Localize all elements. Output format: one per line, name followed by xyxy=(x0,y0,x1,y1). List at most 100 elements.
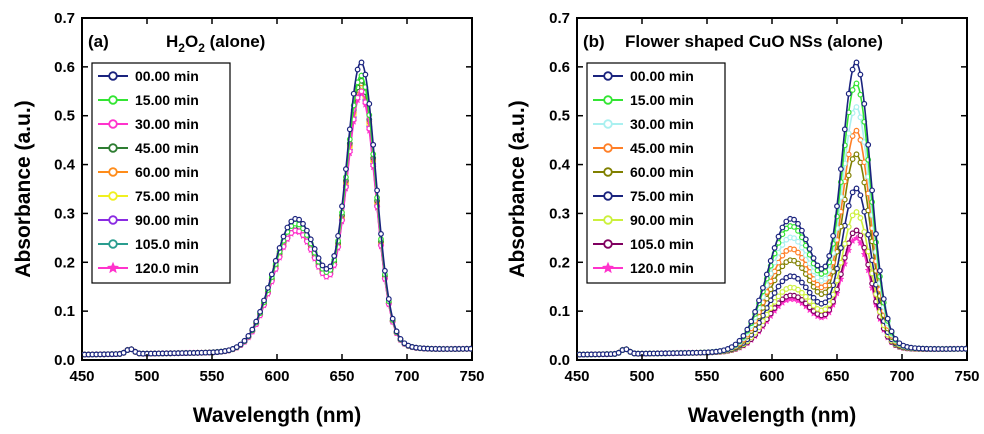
y-tick-label: 0.1 xyxy=(549,303,570,320)
series-point xyxy=(319,262,326,269)
series-point xyxy=(880,296,887,302)
legend-entry: 15.00 min xyxy=(98,92,199,108)
series-point xyxy=(779,278,786,285)
series-point xyxy=(845,151,852,158)
series-point xyxy=(358,88,365,95)
panel-b-curves xyxy=(577,59,967,358)
legend-label: 30.00 min xyxy=(630,116,694,132)
panel-a-y-axis-title: Absorbance (a.u.) xyxy=(12,100,35,277)
legend-label: 120.0 min xyxy=(135,260,199,276)
panel-a-label: (a) xyxy=(88,32,109,51)
series-point xyxy=(853,209,860,215)
legend-marker xyxy=(603,239,613,249)
series-point xyxy=(393,328,400,335)
series-point xyxy=(304,227,310,234)
x-tick-label: 700 xyxy=(889,368,914,385)
series-point xyxy=(354,94,361,101)
series-point xyxy=(779,296,786,303)
x-tick-label: 750 xyxy=(954,368,979,385)
series-point xyxy=(763,271,770,278)
legend-entry: 75.00 min xyxy=(593,188,694,204)
series-point xyxy=(779,289,786,295)
series-point xyxy=(826,253,833,259)
series-point xyxy=(865,231,872,238)
series-point xyxy=(857,91,864,98)
x-tick-label: 500 xyxy=(134,368,159,385)
series-point xyxy=(728,344,735,351)
series-point xyxy=(245,333,252,339)
legend-marker xyxy=(107,261,119,274)
panel-a-x-axis-title: Wavelength (nm) xyxy=(193,404,361,427)
series-point xyxy=(838,166,844,172)
legend-marker xyxy=(603,95,613,105)
legend-label: 00.00 min xyxy=(630,68,694,84)
legend-label: 90.00 min xyxy=(135,212,199,228)
y-tick-label: 0.6 xyxy=(54,59,75,76)
legend-label: 00.00 min xyxy=(135,68,199,84)
series-point xyxy=(241,337,248,344)
x-tick-label: 750 xyxy=(459,368,484,385)
legend-label: 75.00 min xyxy=(630,188,694,204)
series-point xyxy=(327,263,334,270)
series-point xyxy=(120,349,127,356)
series-point xyxy=(791,235,797,242)
legend-entry: 105.0 min xyxy=(98,236,199,252)
series-point xyxy=(849,230,856,237)
series-point xyxy=(748,318,755,325)
series-point xyxy=(845,90,852,97)
legend-label: 15.00 min xyxy=(135,92,199,108)
series-point xyxy=(861,229,868,235)
legend-entry: 120.0 min xyxy=(98,260,199,276)
series-point xyxy=(467,345,472,352)
series-point xyxy=(362,71,369,78)
legend-entry: 00.00 min xyxy=(593,68,694,84)
series-point xyxy=(853,227,860,234)
series-point xyxy=(346,126,353,133)
series-point xyxy=(869,187,875,194)
series-point xyxy=(775,233,782,240)
series-point xyxy=(296,216,303,223)
series-point xyxy=(779,263,786,270)
series-point xyxy=(775,293,782,300)
series-point xyxy=(378,231,384,237)
series-point xyxy=(795,249,801,256)
legend-marker xyxy=(108,167,118,177)
series-point xyxy=(857,232,864,239)
series-point xyxy=(802,284,809,291)
series-point xyxy=(873,231,879,237)
panel-b-legend: 00.00 min 15.00 min 30.00 min 45.00 min 60.0… xyxy=(586,62,726,284)
series-point xyxy=(795,220,801,227)
panel-b-title: Flower shaped CuO NSs (alone) xyxy=(625,32,883,51)
series-point xyxy=(615,349,622,356)
series-point xyxy=(853,59,860,66)
series-point xyxy=(374,187,381,194)
x-tick-label: 550 xyxy=(694,368,719,385)
panel-a-ticks: 450 500 550 600 650 700 750 0.0 0.1 0.2 0.3 0.4 0.5 0… xyxy=(54,10,484,385)
legend-label: 60.00 min xyxy=(630,164,694,180)
series-point xyxy=(779,252,786,259)
series-point xyxy=(307,236,314,243)
series-point xyxy=(339,203,345,210)
series-point xyxy=(810,302,817,309)
legend-label: 75.00 min xyxy=(135,188,199,204)
series-point xyxy=(822,299,829,306)
series-point xyxy=(861,100,868,107)
series-point xyxy=(853,104,860,110)
series-point xyxy=(265,284,271,291)
series-point xyxy=(849,87,856,93)
series-point xyxy=(280,233,287,240)
legend-label: 30.00 min xyxy=(135,116,199,132)
series-point xyxy=(799,279,805,286)
x-tick-label: 700 xyxy=(394,368,419,385)
series-point xyxy=(795,238,801,245)
legend-marker xyxy=(602,261,614,274)
series-point xyxy=(253,318,260,325)
legend-marker xyxy=(603,71,613,81)
series-point xyxy=(799,265,805,271)
series-point xyxy=(799,254,805,261)
legend-label: 90.00 min xyxy=(630,212,694,228)
series-point xyxy=(826,293,833,300)
series-point xyxy=(814,281,821,288)
series-point xyxy=(623,346,630,353)
